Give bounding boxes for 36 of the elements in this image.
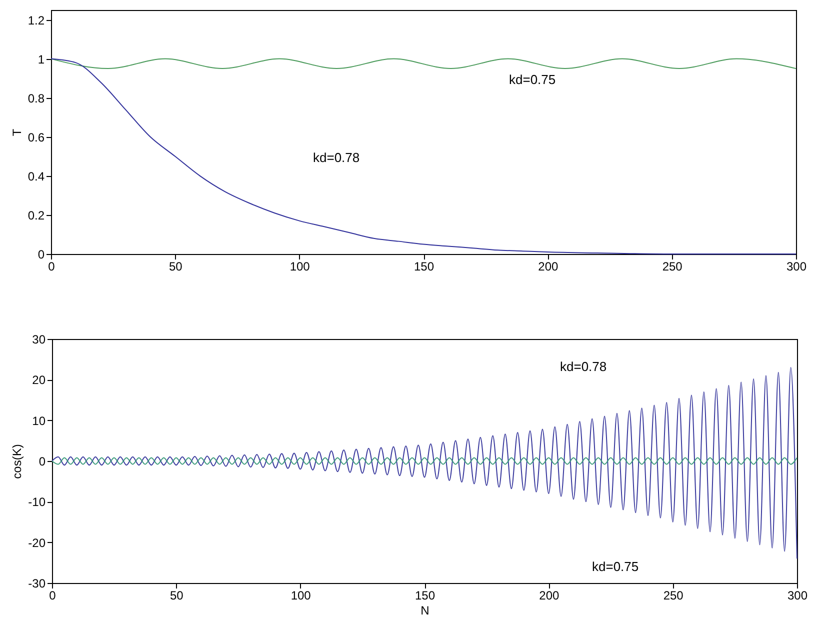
x-tick-label: 150 [414, 588, 436, 602]
y-axis-title: T [10, 128, 24, 136]
x-tick-label: 100 [290, 588, 312, 602]
annotation: kd=0.78 [560, 359, 607, 374]
y-tick-label: 0.2 [28, 208, 45, 222]
annotation: kd=0.78 [313, 150, 360, 165]
x-tick-label: 150 [414, 260, 434, 274]
x-tick-label: 200 [538, 260, 558, 274]
y-tick-label: 0.4 [28, 169, 45, 184]
x-tick-label: 0 [48, 260, 56, 274]
x-tick-label: 50 [168, 260, 183, 274]
x-tick-label: 50 [170, 588, 184, 602]
x-tick-label: 200 [539, 588, 560, 602]
y-tick-label: -30 [28, 576, 46, 590]
y-tick-label: -20 [28, 536, 46, 550]
y-tick-label: -10 [28, 495, 46, 510]
annotation: kd=0.75 [592, 559, 639, 574]
x-tick-label: 100 [290, 260, 310, 274]
x-tick-label: 250 [662, 260, 683, 274]
y-tick-label: 30 [32, 332, 46, 346]
y-tick-label: 10 [32, 414, 46, 428]
y-tick-label: 0 [38, 454, 46, 468]
y-tick-label: 0.8 [28, 91, 45, 106]
y-tick-label: 0.6 [28, 130, 45, 144]
x-tick-label: 0 [49, 588, 56, 602]
annotation: kd=0.75 [509, 72, 556, 87]
line-series [50, 58, 796, 254]
y-tick-label: 20 [32, 373, 46, 388]
y-tick-label: 1 [38, 52, 45, 66]
y-axis-title: cos(K) [10, 444, 24, 479]
x-tick-label: 300 [786, 260, 807, 274]
x-axis-title: N [420, 604, 430, 618]
y-tick-label: 1.2 [28, 13, 45, 28]
y-tick-label: 0 [38, 248, 45, 262]
x-tick-label: 300 [787, 588, 808, 602]
x-tick-label: 250 [663, 588, 684, 602]
